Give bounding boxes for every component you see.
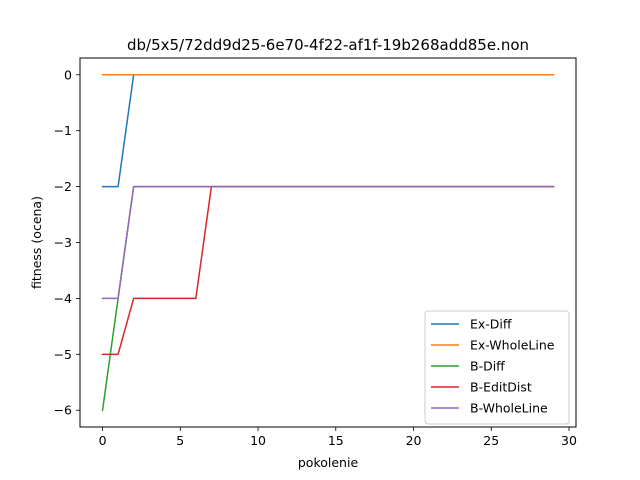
y-tick-label: −2 xyxy=(54,179,72,194)
series-lines xyxy=(101,74,555,412)
x-tick-label: 30 xyxy=(561,433,577,448)
legend-label-b-wholeline: B-WholeLine xyxy=(470,401,548,416)
y-tick-label: 0 xyxy=(64,67,72,82)
y-tick-label: −6 xyxy=(54,403,72,418)
y-axis-label: fitness (ocena) xyxy=(29,196,44,289)
y-tick-label: −1 xyxy=(54,123,72,138)
x-tick-label: 10 xyxy=(250,433,266,448)
series-line-ex-diff xyxy=(101,74,555,188)
x-tick-label: 25 xyxy=(483,433,499,448)
x-tick-label: 5 xyxy=(176,433,184,448)
series-line-b-wholeline xyxy=(101,185,555,300)
y-tick-label: −3 xyxy=(54,235,72,250)
x-tick-label: 0 xyxy=(99,433,107,448)
x-tick-label: 15 xyxy=(328,433,344,448)
x-axis: 0 5 10 15 20 25 30 xyxy=(99,427,577,448)
x-axis-label: pokolenie xyxy=(298,455,359,470)
x-tick-label: 20 xyxy=(406,433,422,448)
legend-box xyxy=(424,310,570,425)
legend-label-b-diff: B-Diff xyxy=(470,359,505,374)
legend-label-b-editdist: B-EditDist xyxy=(470,380,532,395)
y-tick-label: −5 xyxy=(54,347,72,362)
y-axis: 0 −1 −2 −3 −4 −5 −6 xyxy=(54,67,80,418)
y-tick-label: −4 xyxy=(54,291,72,306)
legend-label-ex-diff: Ex-Diff xyxy=(470,317,512,332)
chart-title: db/5x5/72dd9d25-6e70-4f22-af1f-19b268add… xyxy=(127,36,529,54)
legend: Ex-Diff Ex-WholeLine B-Diff B-EditDist B-Who… xyxy=(424,310,570,425)
legend-label-ex-wholeline: Ex-WholeLine xyxy=(470,338,555,353)
